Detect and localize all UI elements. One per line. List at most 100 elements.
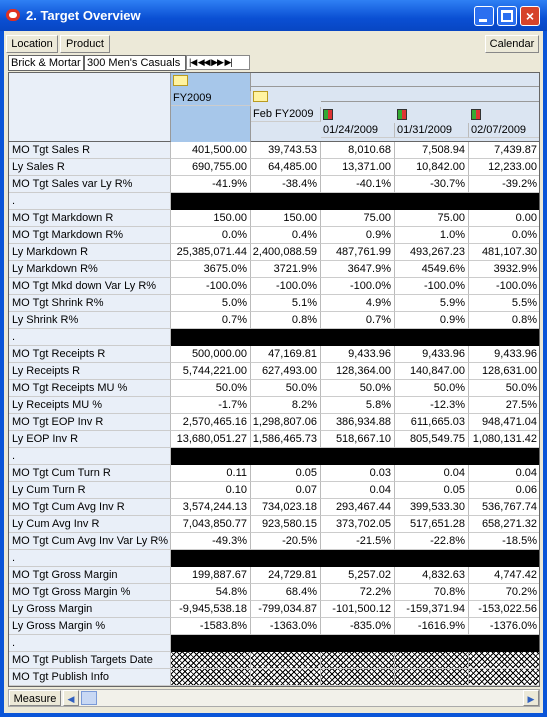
scroll-right[interactable]: ▶ bbox=[523, 690, 539, 706]
value-cell[interactable]: 536,767.74 bbox=[469, 499, 539, 516]
value-cell[interactable]: -1616.9% bbox=[395, 618, 469, 635]
value-cell[interactable]: -1376.0% bbox=[469, 618, 539, 635]
value-cell[interactable]: 75.00 bbox=[321, 210, 395, 227]
value-cell[interactable]: 0.7% bbox=[171, 312, 251, 329]
toolbar-button[interactable]: Location bbox=[6, 35, 58, 53]
context-item[interactable]: Brick & Mortar bbox=[8, 55, 84, 71]
row-label[interactable]: Ly Cum Turn R bbox=[9, 482, 171, 499]
value-cell[interactable]: -835.0% bbox=[321, 618, 395, 635]
value-cell[interactable]: 9,433.96 bbox=[321, 346, 395, 363]
value-cell[interactable]: 399,533.30 bbox=[395, 499, 469, 516]
value-cell[interactable]: 24,729.81 bbox=[251, 567, 321, 584]
row-label[interactable]: MO Tgt Cum Turn R bbox=[9, 465, 171, 482]
value-cell[interactable]: 150.00 bbox=[171, 210, 251, 227]
row-label[interactable]: MO Tgt Shrink R% bbox=[9, 295, 171, 312]
value-cell[interactable]: 493,267.23 bbox=[395, 244, 469, 261]
value-cell[interactable]: 13,680,051.27 bbox=[171, 431, 251, 448]
column-header[interactable]: 02/07/2009 bbox=[469, 123, 539, 138]
row-label[interactable]: MO Tgt Gross Margin bbox=[9, 567, 171, 584]
value-cell[interactable]: 948,471.04 bbox=[469, 414, 539, 431]
value-cell[interactable]: 734,023.18 bbox=[251, 499, 321, 516]
row-label[interactable]: Ly Sales R bbox=[9, 159, 171, 176]
value-cell[interactable]: -100.0% bbox=[469, 278, 539, 295]
row-label[interactable]: MO Tgt Receipts MU % bbox=[9, 380, 171, 397]
value-cell[interactable]: 8,010.68 bbox=[321, 142, 395, 159]
row-label[interactable]: Ly Shrink R% bbox=[9, 312, 171, 329]
value-cell[interactable]: 50.0% bbox=[395, 380, 469, 397]
value-cell[interactable]: 658,271.32 bbox=[469, 516, 539, 533]
calendar-button[interactable]: Calendar bbox=[485, 35, 539, 53]
scroll-thumb[interactable] bbox=[81, 691, 97, 705]
value-cell[interactable]: 50.0% bbox=[469, 380, 539, 397]
value-cell[interactable]: 627,493.00 bbox=[251, 363, 321, 380]
value-cell[interactable]: 7,439.87 bbox=[469, 142, 539, 159]
value-cell[interactable]: -101,500.12 bbox=[321, 601, 395, 618]
value-cell[interactable]: -18.5% bbox=[469, 533, 539, 550]
value-cell[interactable]: -799,034.87 bbox=[251, 601, 321, 618]
value-cell[interactable]: 1,298,807.06 bbox=[251, 414, 321, 431]
value-cell[interactable]: 50.0% bbox=[321, 380, 395, 397]
column-header[interactable]: FY2009 bbox=[171, 91, 251, 106]
maximize-button[interactable] bbox=[497, 6, 517, 26]
value-cell[interactable]: -9,945,538.18 bbox=[171, 601, 251, 618]
value-cell[interactable]: 4549.6% bbox=[395, 261, 469, 278]
value-cell[interactable]: 68.4% bbox=[251, 584, 321, 601]
value-cell[interactable]: 805,549.75 bbox=[395, 431, 469, 448]
value-cell[interactable]: 7,043,850.77 bbox=[171, 516, 251, 533]
row-label[interactable]: MO Tgt Markdown R bbox=[9, 210, 171, 227]
value-cell[interactable]: 1,586,465.73 bbox=[251, 431, 321, 448]
value-cell[interactable]: -12.3% bbox=[395, 397, 469, 414]
row-label[interactable]: MO Tgt Cum Avg Inv Var Ly R% bbox=[9, 533, 171, 550]
value-cell[interactable]: 50.0% bbox=[171, 380, 251, 397]
value-cell[interactable]: 386,934.88 bbox=[321, 414, 395, 431]
value-cell[interactable]: -100.0% bbox=[321, 278, 395, 295]
value-cell[interactable]: 0.0% bbox=[171, 227, 251, 244]
row-label[interactable]: MO Tgt Sales var Ly R% bbox=[9, 176, 171, 193]
navigation-buttons[interactable]: |◀ ◀◀ ▶▶ ▶| bbox=[186, 55, 250, 70]
value-cell[interactable]: 401,500.00 bbox=[171, 142, 251, 159]
value-cell[interactable]: 487,761.99 bbox=[321, 244, 395, 261]
row-label[interactable]: MO Tgt Mkd down Var Ly R% bbox=[9, 278, 171, 295]
value-cell[interactable]: -49.3% bbox=[171, 533, 251, 550]
row-label[interactable]: Ly Markdown R bbox=[9, 244, 171, 261]
row-label[interactable]: MO Tgt Gross Margin % bbox=[9, 584, 171, 601]
value-cell[interactable]: -40.1% bbox=[321, 176, 395, 193]
value-cell[interactable]: 923,580.15 bbox=[251, 516, 321, 533]
column-header[interactable]: 01/31/2009 bbox=[395, 123, 469, 138]
value-cell[interactable]: -20.5% bbox=[251, 533, 321, 550]
close-button[interactable]: × bbox=[520, 6, 540, 26]
row-label[interactable]: MO Tgt Receipts R bbox=[9, 346, 171, 363]
value-cell[interactable]: 4,747.42 bbox=[469, 567, 539, 584]
value-cell[interactable]: 70.8% bbox=[395, 584, 469, 601]
value-cell[interactable]: 12,233.00 bbox=[469, 159, 539, 176]
value-cell[interactable]: 150.00 bbox=[251, 210, 321, 227]
value-cell[interactable]: 500,000.00 bbox=[171, 346, 251, 363]
row-label[interactable]: MO Tgt Publish Targets Date bbox=[9, 652, 171, 669]
row-label[interactable]: MO Tgt EOP Inv R bbox=[9, 414, 171, 431]
row-label[interactable]: Ly Gross Margin bbox=[9, 601, 171, 618]
value-cell[interactable]: 4,832.63 bbox=[395, 567, 469, 584]
value-cell[interactable]: 72.2% bbox=[321, 584, 395, 601]
value-cell[interactable]: 0.9% bbox=[321, 227, 395, 244]
row-label[interactable]: Ly Markdown R% bbox=[9, 261, 171, 278]
value-cell[interactable]: 128,631.00 bbox=[469, 363, 539, 380]
value-cell[interactable]: 5.8% bbox=[321, 397, 395, 414]
value-cell[interactable]: 0.7% bbox=[321, 312, 395, 329]
value-cell[interactable]: -30.7% bbox=[395, 176, 469, 193]
value-cell[interactable]: 0.05 bbox=[395, 482, 469, 499]
row-label[interactable]: MO Tgt Markdown R% bbox=[9, 227, 171, 244]
value-cell[interactable]: 75.00 bbox=[395, 210, 469, 227]
value-cell[interactable]: 0.8% bbox=[251, 312, 321, 329]
toolbar-button[interactable]: Product bbox=[60, 35, 110, 53]
value-cell[interactable]: 0.03 bbox=[321, 465, 395, 482]
row-label[interactable]: MO Tgt Publish Info bbox=[9, 669, 171, 686]
value-cell[interactable]: 5.9% bbox=[395, 295, 469, 312]
value-cell[interactable]: 4.9% bbox=[321, 295, 395, 312]
value-cell[interactable]: 0.10 bbox=[171, 482, 251, 499]
value-cell[interactable]: 0.0% bbox=[469, 227, 539, 244]
value-cell[interactable]: 0.11 bbox=[171, 465, 251, 482]
value-cell[interactable]: 54.8% bbox=[171, 584, 251, 601]
value-cell[interactable]: 517,651.28 bbox=[395, 516, 469, 533]
value-cell[interactable]: 0.00 bbox=[469, 210, 539, 227]
value-cell[interactable]: 0.4% bbox=[251, 227, 321, 244]
